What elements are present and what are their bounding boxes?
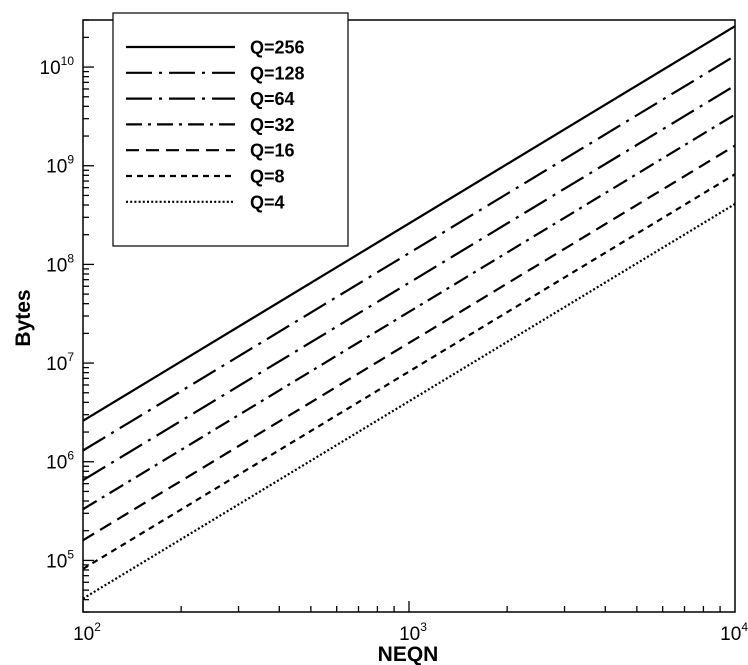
x-tick-label-0: 102 (73, 620, 101, 645)
y-tick-label-1: 106 (46, 449, 74, 474)
legend-label-2: Q=64 (250, 89, 295, 109)
y-tick-label-5: 1010 (40, 54, 75, 79)
legend-label-1: Q=128 (250, 63, 305, 83)
y-tick-label-4: 109 (46, 153, 74, 178)
series-line-6 (83, 204, 735, 599)
y-axis-label: Bytes (12, 289, 35, 346)
legend-label-4: Q=16 (250, 141, 295, 161)
legend-label-6: Q=4 (250, 192, 285, 212)
y-tick-label-2: 107 (46, 350, 74, 375)
legend-label-5: Q=8 (250, 167, 285, 187)
x-axis-label: NEQN (378, 643, 439, 665)
legend-label-3: Q=32 (250, 115, 295, 135)
x-tick-label-1: 103 (399, 620, 427, 645)
y-tick-label-3: 108 (46, 251, 74, 276)
x-tick-label-2: 104 (720, 620, 748, 645)
legend-label-0: Q=256 (250, 38, 305, 58)
y-tick-label-0: 105 (46, 547, 74, 572)
legend: Q=256 Q=128 Q=64 Q=32 Q=16 Q=8 Q=4 (113, 13, 348, 246)
